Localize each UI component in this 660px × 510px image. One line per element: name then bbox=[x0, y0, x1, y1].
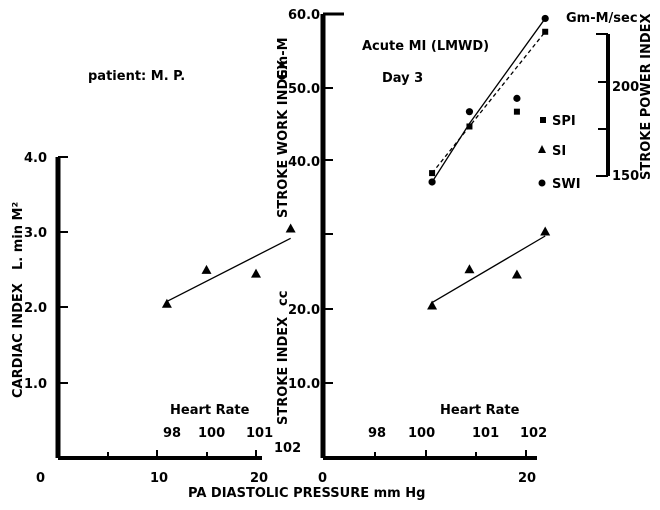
right-y-tick-label: 50.0 bbox=[288, 82, 320, 97]
left-heart-rate-label: 101 bbox=[246, 426, 273, 441]
legend-marker-si bbox=[538, 145, 546, 153]
left-heart-rate-label: 102 bbox=[274, 441, 301, 456]
legend-label-spi: SPI bbox=[552, 114, 576, 129]
ci-point bbox=[251, 268, 261, 278]
right-y-axis-unit-top: Gm-M bbox=[276, 37, 291, 80]
spi-tick-label: 200 bbox=[612, 80, 639, 95]
si-point bbox=[464, 264, 475, 274]
ci-point bbox=[161, 298, 172, 308]
si-trend-line bbox=[431, 235, 546, 304]
spi-trend-line bbox=[431, 31, 546, 174]
ci-point bbox=[285, 223, 296, 233]
left-heart-rate-label: 100 bbox=[198, 426, 225, 441]
right-y-tick-label: 40.0 bbox=[288, 155, 320, 170]
right-heart-rate-label: 101 bbox=[472, 426, 499, 441]
legend-marker-swi bbox=[538, 179, 546, 187]
spi-point bbox=[429, 170, 436, 177]
spi-point bbox=[542, 28, 549, 35]
spi-axis-title: STROKE POWER INDEX bbox=[639, 13, 654, 180]
spi-tick-label: 150 bbox=[612, 169, 639, 184]
condition-label: Acute MI (LMWD) bbox=[362, 39, 489, 54]
spi-point bbox=[466, 123, 473, 130]
swi-point bbox=[465, 108, 474, 116]
right-heart-rate-label: 102 bbox=[520, 426, 547, 441]
right-y-tick-label: 60.0 bbox=[288, 8, 320, 23]
left-heart-rate-title: Heart Rate bbox=[170, 403, 250, 418]
left-y-axis-title: CARDIAC INDEX bbox=[11, 283, 26, 398]
right-y-axis-unit-bottom: cc bbox=[276, 291, 291, 306]
right-y-tick-label: 20.0 bbox=[288, 303, 320, 318]
day-label: Day 3 bbox=[382, 71, 423, 86]
patient-label: patient: M. P. bbox=[88, 69, 185, 84]
ci-trend-line bbox=[166, 237, 291, 303]
left-plot-area bbox=[161, 223, 296, 308]
left-y-tick-label: 1.0 bbox=[24, 377, 47, 392]
left-y-tick-label: 2.0 bbox=[24, 301, 47, 316]
right-x-tick-label-20: 20 bbox=[518, 471, 536, 486]
x-axis-title: PA DIASTOLIC PRESSURE mm Hg bbox=[188, 486, 425, 501]
swi-point bbox=[541, 14, 549, 23]
left-y-tick-label: 3.0 bbox=[24, 226, 47, 241]
right-x-tick-label-0: 0 bbox=[318, 471, 327, 486]
legend-marker-spi bbox=[540, 117, 546, 123]
right-y-axis-title-bottom: STROKE INDEX bbox=[276, 317, 291, 425]
legend-label-swi: SWI bbox=[552, 177, 581, 192]
swi-point bbox=[513, 94, 521, 102]
right-y-tick-label: 10.0 bbox=[288, 377, 320, 392]
left-x-tick-label-20: 20 bbox=[250, 471, 268, 486]
ci-point bbox=[201, 264, 212, 274]
swi-point bbox=[428, 178, 436, 186]
legend-label-si: SI bbox=[552, 144, 566, 159]
left-heart-rate-label: 98 bbox=[163, 426, 181, 441]
left-y-tick-label: 4.0 bbox=[24, 151, 47, 166]
right-y-axis-title-top: STROKE WORK INDEX bbox=[276, 60, 291, 218]
right-plot-area bbox=[427, 14, 551, 310]
right-heart-rate-title: Heart Rate bbox=[440, 403, 520, 418]
left-x-tick-label-10: 10 bbox=[150, 471, 168, 486]
legend: SPI SI SWI bbox=[538, 114, 581, 192]
right-heart-rate-label: 98 bbox=[368, 426, 386, 441]
si-point bbox=[511, 269, 522, 279]
left-y-axis-unit: L. min M² bbox=[11, 202, 26, 270]
spi-point bbox=[513, 108, 520, 115]
right-heart-rate-label: 100 bbox=[408, 426, 435, 441]
left-x-tick-label-0: 0 bbox=[36, 471, 45, 486]
si-point bbox=[427, 300, 438, 310]
spi-axis-unit: Gm-M/sec bbox=[566, 11, 638, 26]
si-point bbox=[540, 226, 551, 236]
